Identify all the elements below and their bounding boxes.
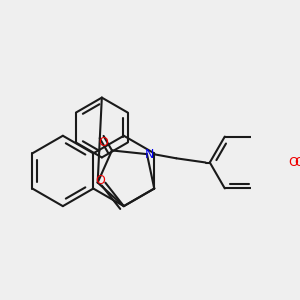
Text: O: O xyxy=(99,136,109,149)
Text: N: N xyxy=(145,148,154,160)
Text: O: O xyxy=(289,156,298,169)
Text: O: O xyxy=(294,156,300,169)
Text: O: O xyxy=(95,174,105,187)
